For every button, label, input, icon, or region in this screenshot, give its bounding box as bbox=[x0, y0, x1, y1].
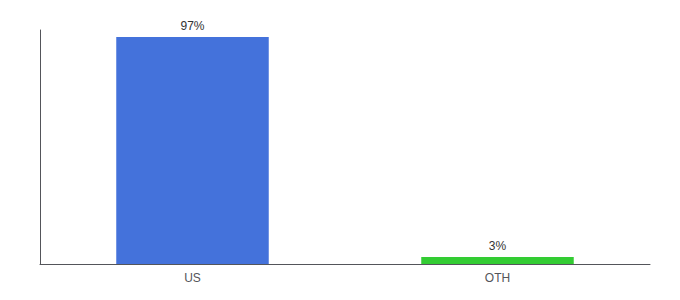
svg-text:OTH: OTH bbox=[485, 271, 510, 285]
svg-text:3%: 3% bbox=[489, 239, 507, 253]
svg-text:97%: 97% bbox=[180, 19, 204, 33]
svg-text:US: US bbox=[184, 271, 201, 285]
